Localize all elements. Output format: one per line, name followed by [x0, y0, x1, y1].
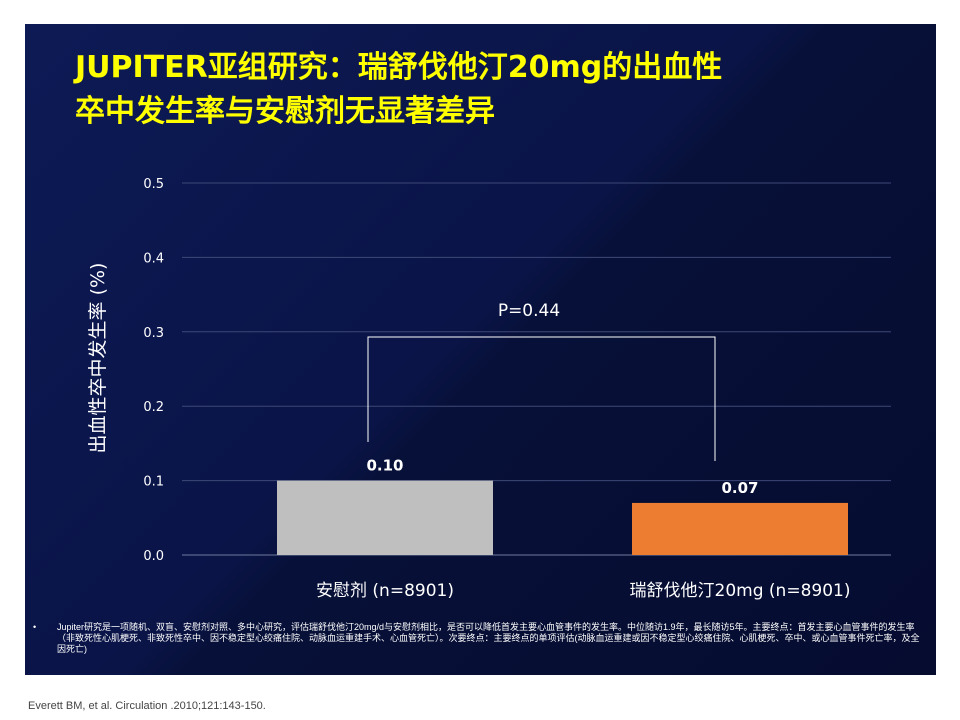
y-axis-label: 出血性卒中发生率 (%) [87, 263, 109, 454]
p-value-label: P=0.44 [498, 301, 560, 321]
x-category-labels: 安慰剂 (n=8901) 瑞舒伐他汀20mg (n=8901) [316, 581, 850, 601]
bracket-line [367, 336, 716, 461]
slide-title-line-2: 卒中发生率与安慰剂无显著差异 [75, 94, 495, 129]
data-labels: 0.10 0.07 [366, 457, 758, 497]
significance-bracket: P=0.44 [367, 301, 716, 461]
y-tick-label: 0.3 [143, 326, 164, 341]
x-category-label: 安慰剂 (n=8901) [316, 581, 454, 601]
y-tick-label: 0.2 [143, 400, 164, 415]
footnote: • Jupiter研究是一项随机、双盲、安慰剂对照、多中心研究，评估瑞舒伐他汀2… [33, 622, 925, 655]
slide-title-line-1: JUPITER亚组研究：瑞舒伐他汀20mg的出血性 [75, 50, 723, 85]
bar-2 [632, 502, 848, 555]
data-label: 0.07 [721, 479, 758, 497]
y-tick-label: 0.0 [143, 549, 164, 564]
y-tick-label: 0.1 [143, 475, 164, 490]
y-tick-label: 0.4 [143, 251, 164, 266]
footnote-bullet: • [33, 622, 37, 632]
y-tick-label: 0.5 [143, 177, 164, 192]
y-tick-labels: 0.0 0.1 0.2 0.3 0.4 0.5 [143, 177, 164, 564]
bar-chart: 0.0 0.1 0.2 0.3 0.4 0.5 0.10 0.07 安慰剂 (n=8901)… [87, 177, 891, 601]
data-label: 0.10 [366, 457, 403, 475]
x-category-label: 瑞舒伐他汀20mg (n=8901) [630, 581, 851, 601]
slide-panel: JUPITER亚组研究：瑞舒伐他汀20mg的出血性 卒中发生率与安慰剂无显著差异… [25, 24, 936, 675]
footnote-text: Jupiter研究是一项随机、双盲、安慰剂对照、多中心研究，评估瑞舒伐他汀20m… [57, 622, 920, 654]
bars [277, 480, 848, 555]
citation: Everett BM, et al. Circulation .2010;121… [28, 700, 266, 712]
slide-title: JUPITER亚组研究：瑞舒伐他汀20mg的出血性 卒中发生率与安慰剂无显著差异 [75, 46, 915, 134]
bar-1 [277, 480, 493, 555]
